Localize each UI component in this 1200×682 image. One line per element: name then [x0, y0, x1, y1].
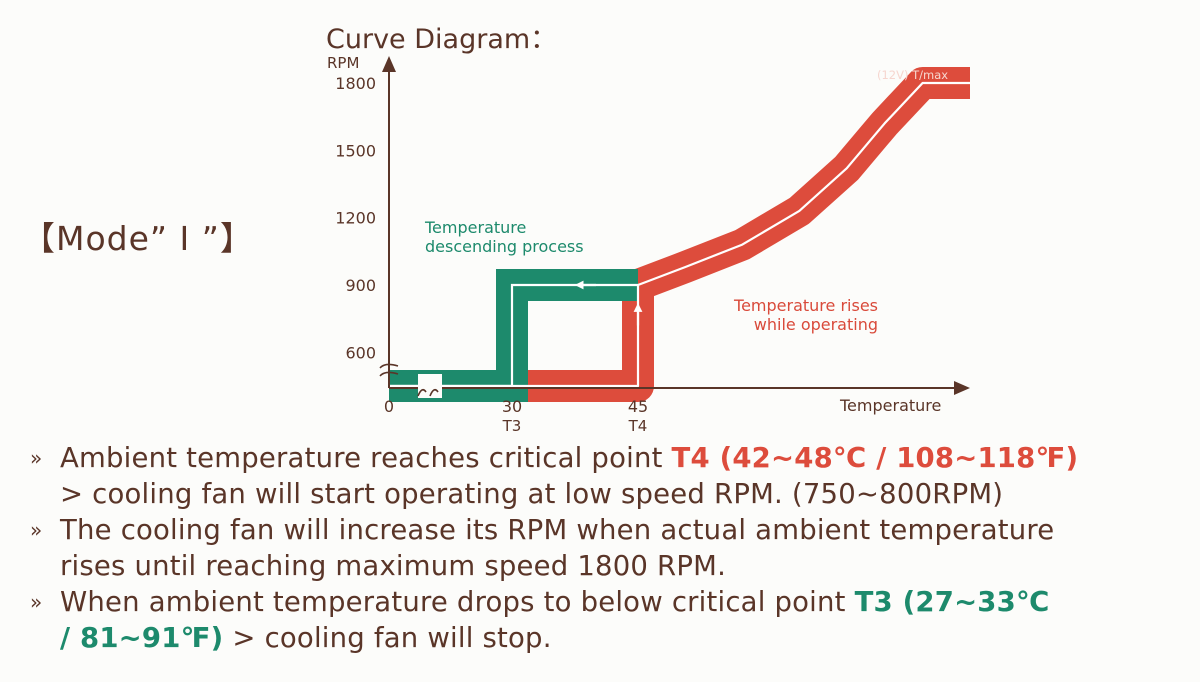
y-tick-label: 1800	[335, 74, 376, 93]
note-line: » Ambient temperature reaches critical po…	[30, 440, 1078, 476]
bullet-icon: »	[30, 518, 43, 542]
rise-series-label: Temperature rises while operating	[733, 296, 878, 334]
curve-diagram-chart: Curve Diagram： RPM Temperature 600 900 120…	[326, 24, 970, 435]
note-line: » The cooling fan will increase its RPM w…	[30, 512, 1078, 548]
x-tick-label: 30	[502, 397, 522, 416]
rise-series-label-line: while operating	[754, 315, 878, 334]
x-axis-label: Temperature	[839, 396, 941, 415]
x-tick-label: 45	[628, 397, 648, 416]
x-tick-sublabel: T3	[502, 417, 522, 435]
y-tick-label: 1200	[335, 209, 376, 228]
chart-title: Curve Diagram：	[326, 24, 557, 55]
descend-series-label: Temperature descending process	[424, 218, 584, 256]
descend-series-label-line: Temperature	[424, 218, 526, 237]
mode-label: 【Mode” I ”】	[22, 219, 254, 258]
bullet-icon: »	[30, 446, 43, 470]
note-line: > cooling fan will start operating at lo…	[30, 476, 1078, 512]
y-axis-arrowhead	[382, 56, 396, 72]
bullet-icon: »	[30, 590, 43, 614]
note-text: The cooling fan will increase its RPM wh…	[60, 514, 1055, 546]
y-tick-label: 900	[345, 276, 376, 295]
y-tick-label: 1500	[335, 141, 376, 160]
x-axis-arrowhead	[954, 381, 970, 395]
note-line: rises until reaching maximum speed 1800 …	[30, 548, 1078, 584]
x-tick-sublabel: T4	[628, 417, 648, 435]
note-text: rises until reaching maximum speed 1800 …	[60, 550, 727, 582]
rise-series-label-line: Temperature rises	[733, 296, 878, 315]
y-axis-label: RPM	[327, 54, 359, 72]
highlight-text: T4 (42~48℃ / 108~118℉)	[671, 442, 1079, 474]
note-text: > cooling fan will start operating at lo…	[60, 478, 1004, 510]
y-axis-break-mark	[379, 363, 399, 377]
x-tick-label: 0	[384, 397, 394, 416]
highlight-text: / 81~91℉)	[60, 622, 224, 654]
note-line: / 81~91℉) > cooling fan will stop.	[30, 620, 1078, 656]
max-annotation: (12V) T/max	[877, 68, 948, 82]
x-axis-break-mark	[417, 388, 439, 397]
note-text: > cooling fan will stop.	[223, 622, 552, 654]
y-tick-label: 600	[345, 343, 376, 362]
notes-list: » Ambient temperature reaches critical po…	[30, 440, 1078, 656]
descend-series-label-line: descending process	[425, 237, 584, 256]
note-text: Ambient temperature reaches critical poi…	[60, 442, 672, 474]
highlight-text: T3 (27~33℃	[854, 586, 1050, 618]
note-text: When ambient temperature drops to below …	[60, 586, 855, 618]
rise-centerline	[389, 81, 970, 388]
note-line: » When ambient temperature drops to below…	[30, 584, 1078, 620]
